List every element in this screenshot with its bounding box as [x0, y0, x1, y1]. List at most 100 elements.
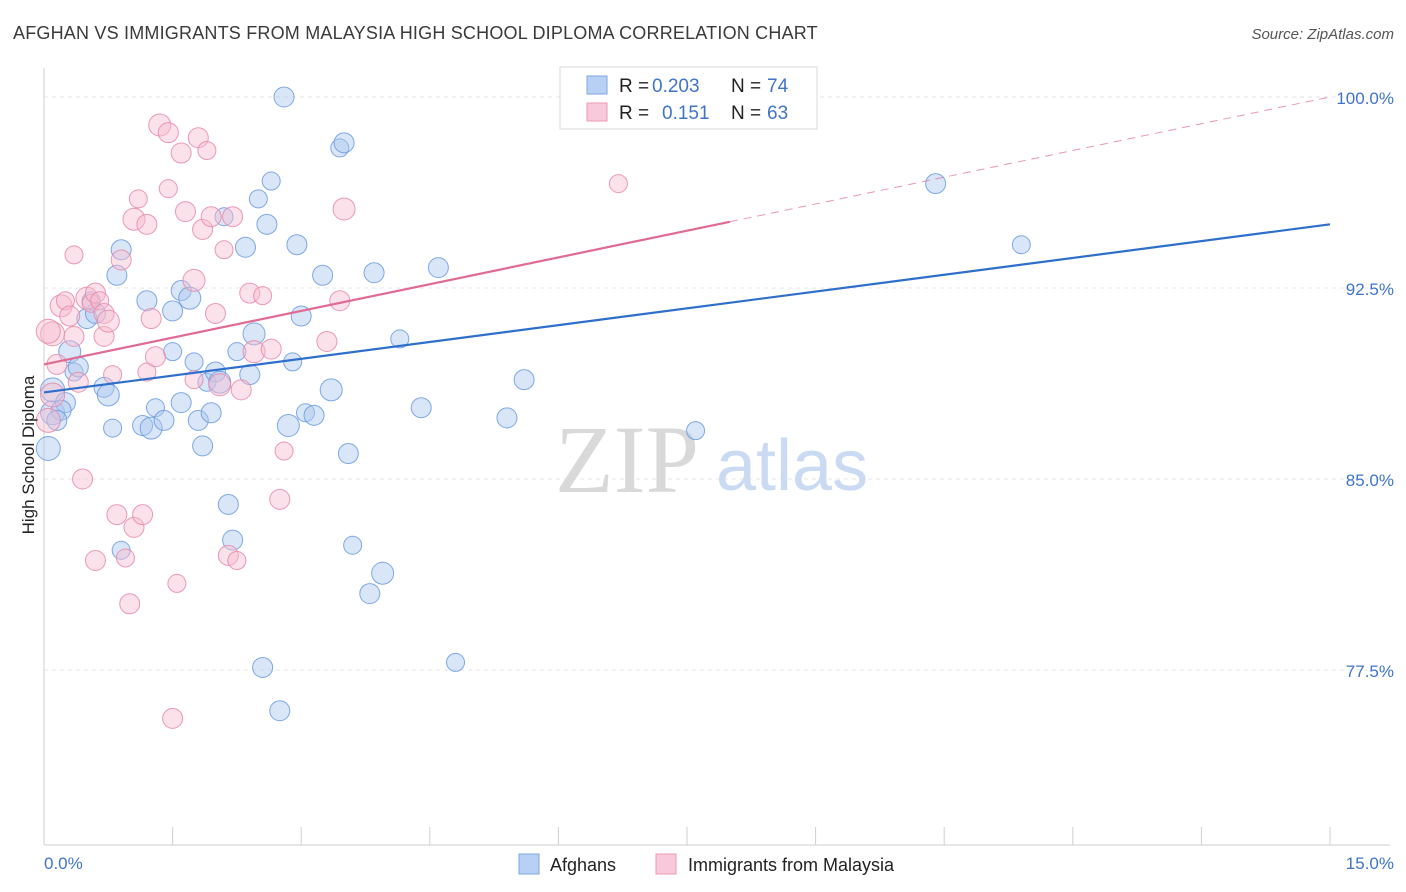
point-0-56: [337, 443, 359, 465]
point-1-3: [46, 353, 68, 375]
point-1-13: [84, 549, 106, 571]
legend-box: R = 0.203 N = 74 R = 0.151 N = 63: [559, 66, 818, 130]
y-axis-label: High School Diploma: [19, 375, 38, 534]
y-tick-label-2: 85.0%: [1346, 471, 1394, 490]
point-1-58: [316, 330, 338, 352]
x-tick-min: 0.0%: [44, 854, 83, 873]
point-0-0: [35, 435, 61, 461]
point-1-16: [93, 325, 115, 347]
legend-r-label-0: R =: [619, 76, 649, 97]
point-0-51: [303, 404, 325, 426]
point-0-47: [283, 352, 303, 372]
point-0-71: [1011, 235, 1031, 255]
point-0-24: [170, 392, 192, 414]
point-0-64: [446, 652, 466, 672]
point-0-20: [153, 409, 175, 431]
point-1-2: [40, 382, 66, 408]
trend-line-0: [43, 223, 1331, 394]
point-1-38: [174, 201, 196, 223]
point-0-18: [139, 416, 163, 440]
point-1-31: [144, 346, 166, 368]
point-1-51: [230, 379, 252, 401]
legend-r-value-0: 0.203: [652, 76, 700, 97]
bottom-legend-afghans: Afghans: [550, 855, 616, 875]
point-0-57: [343, 535, 363, 555]
point-1-30: [140, 308, 162, 330]
point-1-15: [90, 291, 110, 311]
point-0-42: [256, 213, 278, 235]
point-0-43: [261, 171, 281, 191]
point-1-17: [93, 302, 115, 324]
point-1-36: [167, 573, 187, 593]
point-1-10: [72, 468, 94, 490]
point-1-55: [260, 338, 282, 360]
point-0-37: [234, 236, 256, 258]
point-1-53: [242, 340, 266, 364]
point-1-21: [110, 249, 132, 271]
legend-r-label-1: R =: [619, 103, 649, 124]
legend-n-label-1: N =: [731, 103, 761, 124]
point-1-56: [269, 488, 291, 510]
point-0-11: [96, 383, 120, 407]
point-0-68: [686, 421, 706, 441]
point-0-36: [227, 342, 247, 362]
y-tick-label-3: 77.5%: [1346, 662, 1394, 681]
point-1-43: [197, 140, 217, 160]
point-1-62: [35, 318, 61, 344]
point-0-27: [187, 409, 209, 431]
point-0-26: [184, 352, 204, 372]
point-0-55: [333, 132, 355, 154]
point-0-60: [371, 561, 395, 585]
point-0-12: [103, 418, 123, 438]
point-1-54: [253, 286, 273, 306]
trend-lines: [43, 96, 1331, 394]
point-1-0: [35, 407, 61, 433]
legend-n-value-0: 74: [767, 76, 789, 97]
watermark-zip: ZIP: [555, 406, 699, 513]
point-0-22: [163, 342, 183, 362]
point-1-8: [64, 245, 84, 265]
point-1-6: [59, 305, 81, 327]
point-1-57: [274, 441, 294, 461]
trend-line-1-projection: [729, 96, 1331, 223]
point-1-42: [192, 218, 214, 240]
point-0-65: [496, 407, 518, 429]
point-1-46: [208, 373, 232, 397]
data-points: [35, 85, 1031, 729]
watermark-atlas: atlas: [716, 426, 868, 506]
point-0-53: [319, 378, 343, 402]
y-tick-label-0: 100.0%: [1336, 89, 1394, 108]
point-0-73: [46, 409, 68, 431]
point-1-37: [170, 142, 192, 164]
point-1-28: [136, 213, 158, 235]
point-0-33: [214, 207, 234, 227]
bottom-legend-swatch-malaysia: [655, 853, 677, 875]
point-0-63: [427, 257, 449, 279]
trend-line-1: [43, 220, 731, 366]
point-1-49: [222, 206, 244, 228]
point-1-22: [115, 548, 135, 568]
point-0-21: [162, 300, 184, 322]
point-0-61: [390, 329, 410, 349]
point-1-33: [158, 179, 178, 199]
point-0-48: [286, 234, 308, 256]
point-1-29: [137, 362, 157, 382]
point-1-34: [157, 122, 179, 144]
point-0-41: [252, 656, 274, 678]
point-1-24: [123, 516, 145, 538]
point-1-27: [132, 504, 154, 526]
series-1-points: [35, 113, 628, 729]
point-0-19: [145, 398, 165, 418]
point-1-18: [96, 309, 120, 333]
legend-swatch-malaysia: [586, 102, 608, 122]
point-0-72: [50, 399, 72, 421]
point-0-30: [200, 402, 222, 424]
point-1-23: [119, 593, 141, 615]
point-0-40: [248, 189, 268, 209]
bottom-legend-malaysia: Immigrants from Malaysia: [688, 855, 895, 875]
point-1-50: [227, 550, 247, 570]
point-1-32: [148, 113, 172, 137]
point-1-7: [63, 325, 85, 347]
point-0-44: [269, 700, 291, 722]
